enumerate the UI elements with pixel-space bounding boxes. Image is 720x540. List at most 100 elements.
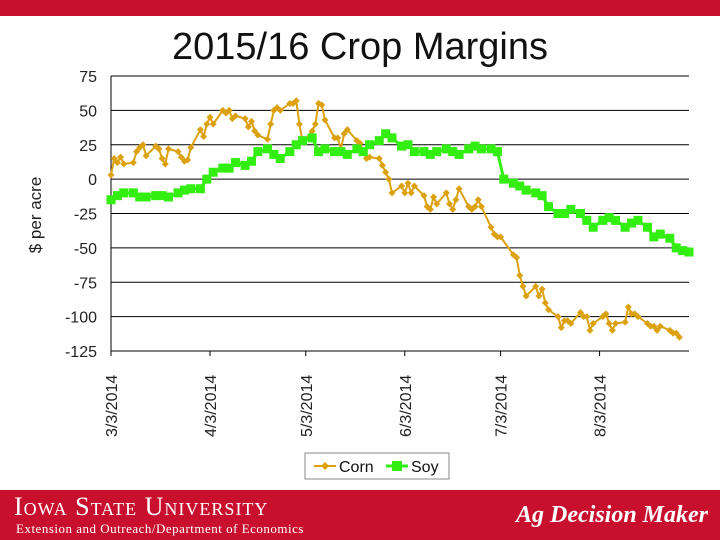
data-point <box>470 141 480 151</box>
data-point <box>365 140 375 150</box>
data-point <box>403 140 413 150</box>
data-point <box>374 136 384 146</box>
data-point <box>106 195 116 205</box>
data-point <box>557 324 565 332</box>
data-point <box>311 120 319 128</box>
data-point <box>455 185 463 193</box>
data-point <box>608 326 616 334</box>
data-point <box>206 113 214 121</box>
x-tick-label: 6/3/2014 <box>398 375 415 437</box>
data-point <box>589 320 597 327</box>
data-point <box>267 120 275 128</box>
data-point <box>263 135 271 143</box>
data-point <box>119 188 129 198</box>
data-point <box>559 209 569 218</box>
top-red-bar <box>0 0 720 16</box>
data-point <box>142 152 150 160</box>
data-point <box>497 233 505 241</box>
data-point <box>225 106 233 114</box>
data-point <box>634 313 642 321</box>
data-point <box>378 161 386 169</box>
y-tick-label: 25 <box>79 138 97 155</box>
y-tick-label: -75 <box>74 275 97 292</box>
brand-logo: Ag Decision Maker <box>516 502 708 528</box>
data-point <box>276 106 284 114</box>
data-point <box>538 285 546 293</box>
data-point <box>522 292 530 300</box>
y-axis-label: $ per acre <box>26 177 45 254</box>
data-point <box>161 160 169 168</box>
legend-marker-corn <box>321 462 329 470</box>
data-point <box>471 203 479 211</box>
data-point <box>642 222 652 232</box>
data-point <box>426 205 434 213</box>
data-point <box>441 144 451 154</box>
data-point <box>650 322 658 330</box>
data-point <box>486 144 496 154</box>
data-point <box>177 153 185 161</box>
data-point <box>291 140 301 150</box>
data-point <box>298 136 308 146</box>
data-point <box>633 215 643 225</box>
data-point <box>336 147 346 157</box>
data-point <box>231 158 241 168</box>
footer: Iowa State University Extension and Outr… <box>0 490 720 540</box>
data-point <box>419 147 429 157</box>
data-point <box>151 191 161 201</box>
data-point <box>553 209 563 218</box>
data-point <box>308 127 316 135</box>
y-tick-label: -125 <box>65 344 97 361</box>
data-point <box>186 184 196 194</box>
data-point <box>314 147 324 157</box>
data-point <box>544 306 552 314</box>
data-point <box>602 310 610 318</box>
data-point <box>487 223 495 231</box>
data-point <box>432 147 442 157</box>
data-point <box>519 282 527 290</box>
data-point <box>425 149 435 159</box>
data-point <box>358 147 368 157</box>
data-point <box>604 213 614 223</box>
data-point <box>566 204 576 214</box>
data-point <box>202 174 212 184</box>
y-tick-label: -25 <box>74 207 97 224</box>
data-point <box>655 229 665 239</box>
data-point <box>163 192 173 202</box>
data-point <box>343 126 351 134</box>
data-point <box>224 163 234 173</box>
data-point <box>107 171 115 179</box>
data-point <box>605 320 613 327</box>
legend-label-soy: Soy <box>411 459 439 476</box>
y-tick-label: 0 <box>88 172 97 189</box>
data-point <box>292 97 300 105</box>
legend-label-corn: Corn <box>339 459 374 476</box>
data-point <box>521 185 531 195</box>
data-point <box>218 163 228 173</box>
data-point <box>244 123 252 131</box>
university-logo: Iowa State University <box>14 492 269 521</box>
data-point <box>532 282 540 290</box>
data-point <box>155 145 163 153</box>
data-point <box>381 129 391 139</box>
data-point <box>474 196 482 204</box>
data-point <box>248 117 256 125</box>
data-point <box>262 144 272 154</box>
data-point <box>187 144 195 151</box>
data-point <box>158 155 166 162</box>
data-point <box>366 153 374 161</box>
data-point <box>110 155 118 162</box>
data-point <box>575 209 585 218</box>
data-point <box>582 215 592 225</box>
data-point <box>684 247 694 257</box>
data-point <box>449 205 457 213</box>
x-tick-label: 8/3/2014 <box>593 375 610 437</box>
data-point <box>387 133 397 143</box>
data-point <box>541 299 549 307</box>
data-point <box>516 271 524 279</box>
data-point <box>253 147 263 157</box>
x-tick-label: 7/3/2014 <box>494 375 511 437</box>
data-point <box>583 313 591 321</box>
data-point <box>240 160 250 170</box>
data-point <box>195 184 205 194</box>
data-point <box>352 144 362 154</box>
